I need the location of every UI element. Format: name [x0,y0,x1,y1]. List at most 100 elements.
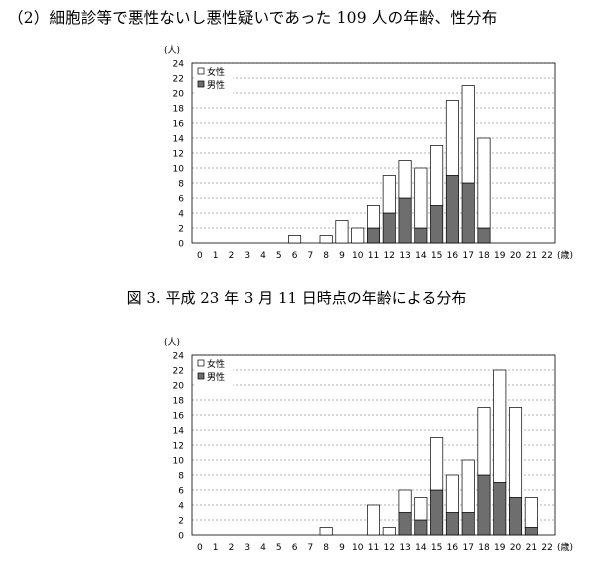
bar-male [414,227,428,244]
y-tick-label: 20 [173,90,185,100]
x-tick-label: 2 [229,251,235,261]
bar-female [461,85,475,184]
figure-caption: 図 3. 平成 23 年 3 月 11 日時点の年齢による分布 [126,289,467,307]
x-tick-label: 1 [213,251,219,261]
bar-female [366,504,381,536]
x-tick-label: 20 [510,543,522,553]
x-tick-label: 22 [541,543,552,553]
legend-label: 女性 [207,358,225,370]
bar-female [319,235,333,244]
legend-label: 男性 [207,79,225,91]
section-heading: （2）細胞診等で悪性ないし悪性疑いであった 109 人の年齢、性分布 [8,9,498,27]
y-tick-label: 6 [178,195,184,205]
x-tick-label: 12 [384,251,395,261]
bar-female [414,497,428,521]
x-tick-label: 17 [462,543,473,553]
legend-swatch-female [197,359,205,367]
x-tick-label: 2 [229,543,235,553]
bar-male [430,205,444,244]
x-tick-label: 4 [260,543,266,553]
bar-female [445,100,459,176]
x-tick-label: 21 [526,251,537,261]
y-tick-label: 2 [178,517,184,527]
bar-female [493,369,507,483]
x-tick-label: 16 [447,543,459,553]
legend-label: 男性 [207,371,225,383]
bar-female [319,527,333,536]
x-tick-label: 17 [462,251,473,261]
bar-female [335,220,349,244]
bar-female [351,227,365,244]
y-tick-label: 8 [178,472,184,482]
y-tick-label: 4 [178,210,184,220]
bar-male [493,482,507,536]
bar-female [382,175,396,214]
bar-female [366,205,381,229]
x-axis-label: (歳) [557,541,573,553]
x-tick-label: 13 [399,543,410,553]
y-tick-label: 24 [173,60,185,70]
x-tick-label: 0 [197,251,203,261]
y-tick-label: 18 [173,105,185,115]
x-tick-label: 6 [292,543,298,553]
y-tick-label: 6 [178,487,184,497]
bar-female [382,527,396,536]
legend-swatch-male [197,80,205,88]
bar-male [398,512,412,536]
x-tick-label: 10 [352,251,364,261]
x-tick-label: 0 [197,543,203,553]
x-tick-label: 3 [244,251,250,261]
bar-female [430,145,444,206]
bar-female [524,497,538,528]
x-tick-label: 20 [510,251,522,261]
x-tick-label: 22 [541,251,552,261]
x-tick-label: 15 [431,251,442,261]
y-tick-label: 14 [173,427,185,437]
bar-female [509,407,523,498]
bar-male [382,212,396,244]
x-tick-label: 14 [415,543,427,553]
x-tick-label: 21 [526,543,537,553]
bar-male [524,527,538,536]
legend-label: 女性 [207,66,225,78]
y-tick-label: 10 [173,457,185,467]
age-sex-distribution-chart-2: 0 2 4 6 8 10 12 14 16 18 20 22 24 0 1 2 3 4 5 6 7 8 9 10 11 12 13 1… [0,330,593,570]
y-tick-label: 16 [173,120,185,130]
x-tick-label: 8 [323,543,329,553]
bar-female [414,167,428,229]
bar-male [445,175,459,244]
y-tick-label: 24 [173,352,185,362]
x-tick-label: 13 [399,251,410,261]
x-tick-label: 18 [478,251,490,261]
bar-male [461,182,475,244]
bar-male [477,227,491,244]
bar-male [366,227,381,244]
x-tick-label: 5 [276,251,282,261]
y-tick-label: 8 [178,180,184,190]
y-tick-label: 22 [173,75,184,85]
x-tick-label: 1 [213,543,219,553]
x-tick-label: 6 [292,251,298,261]
x-tick-label: 14 [415,251,427,261]
bar-male [509,497,523,536]
x-tick-label: 18 [478,543,490,553]
legend-swatch-male [197,372,205,380]
bar-female [461,459,475,513]
x-tick-label: 8 [323,251,329,261]
bar-male [398,197,412,244]
x-tick-label: 11 [368,251,379,261]
x-tick-label: 19 [494,543,506,553]
bar-female [398,160,412,199]
bar-female [398,489,412,513]
y-tick-label: 22 [173,367,184,377]
legend-swatch-female [197,67,205,75]
bar-female [430,437,444,491]
bar-female [477,137,491,229]
x-tick-label: 9 [339,543,345,553]
y-tick-label: 4 [178,502,184,512]
y-tick-label: 0 [178,240,184,250]
y-tick-label: 0 [178,532,184,542]
x-tick-label: 7 [308,251,314,261]
x-tick-label: 16 [447,251,459,261]
